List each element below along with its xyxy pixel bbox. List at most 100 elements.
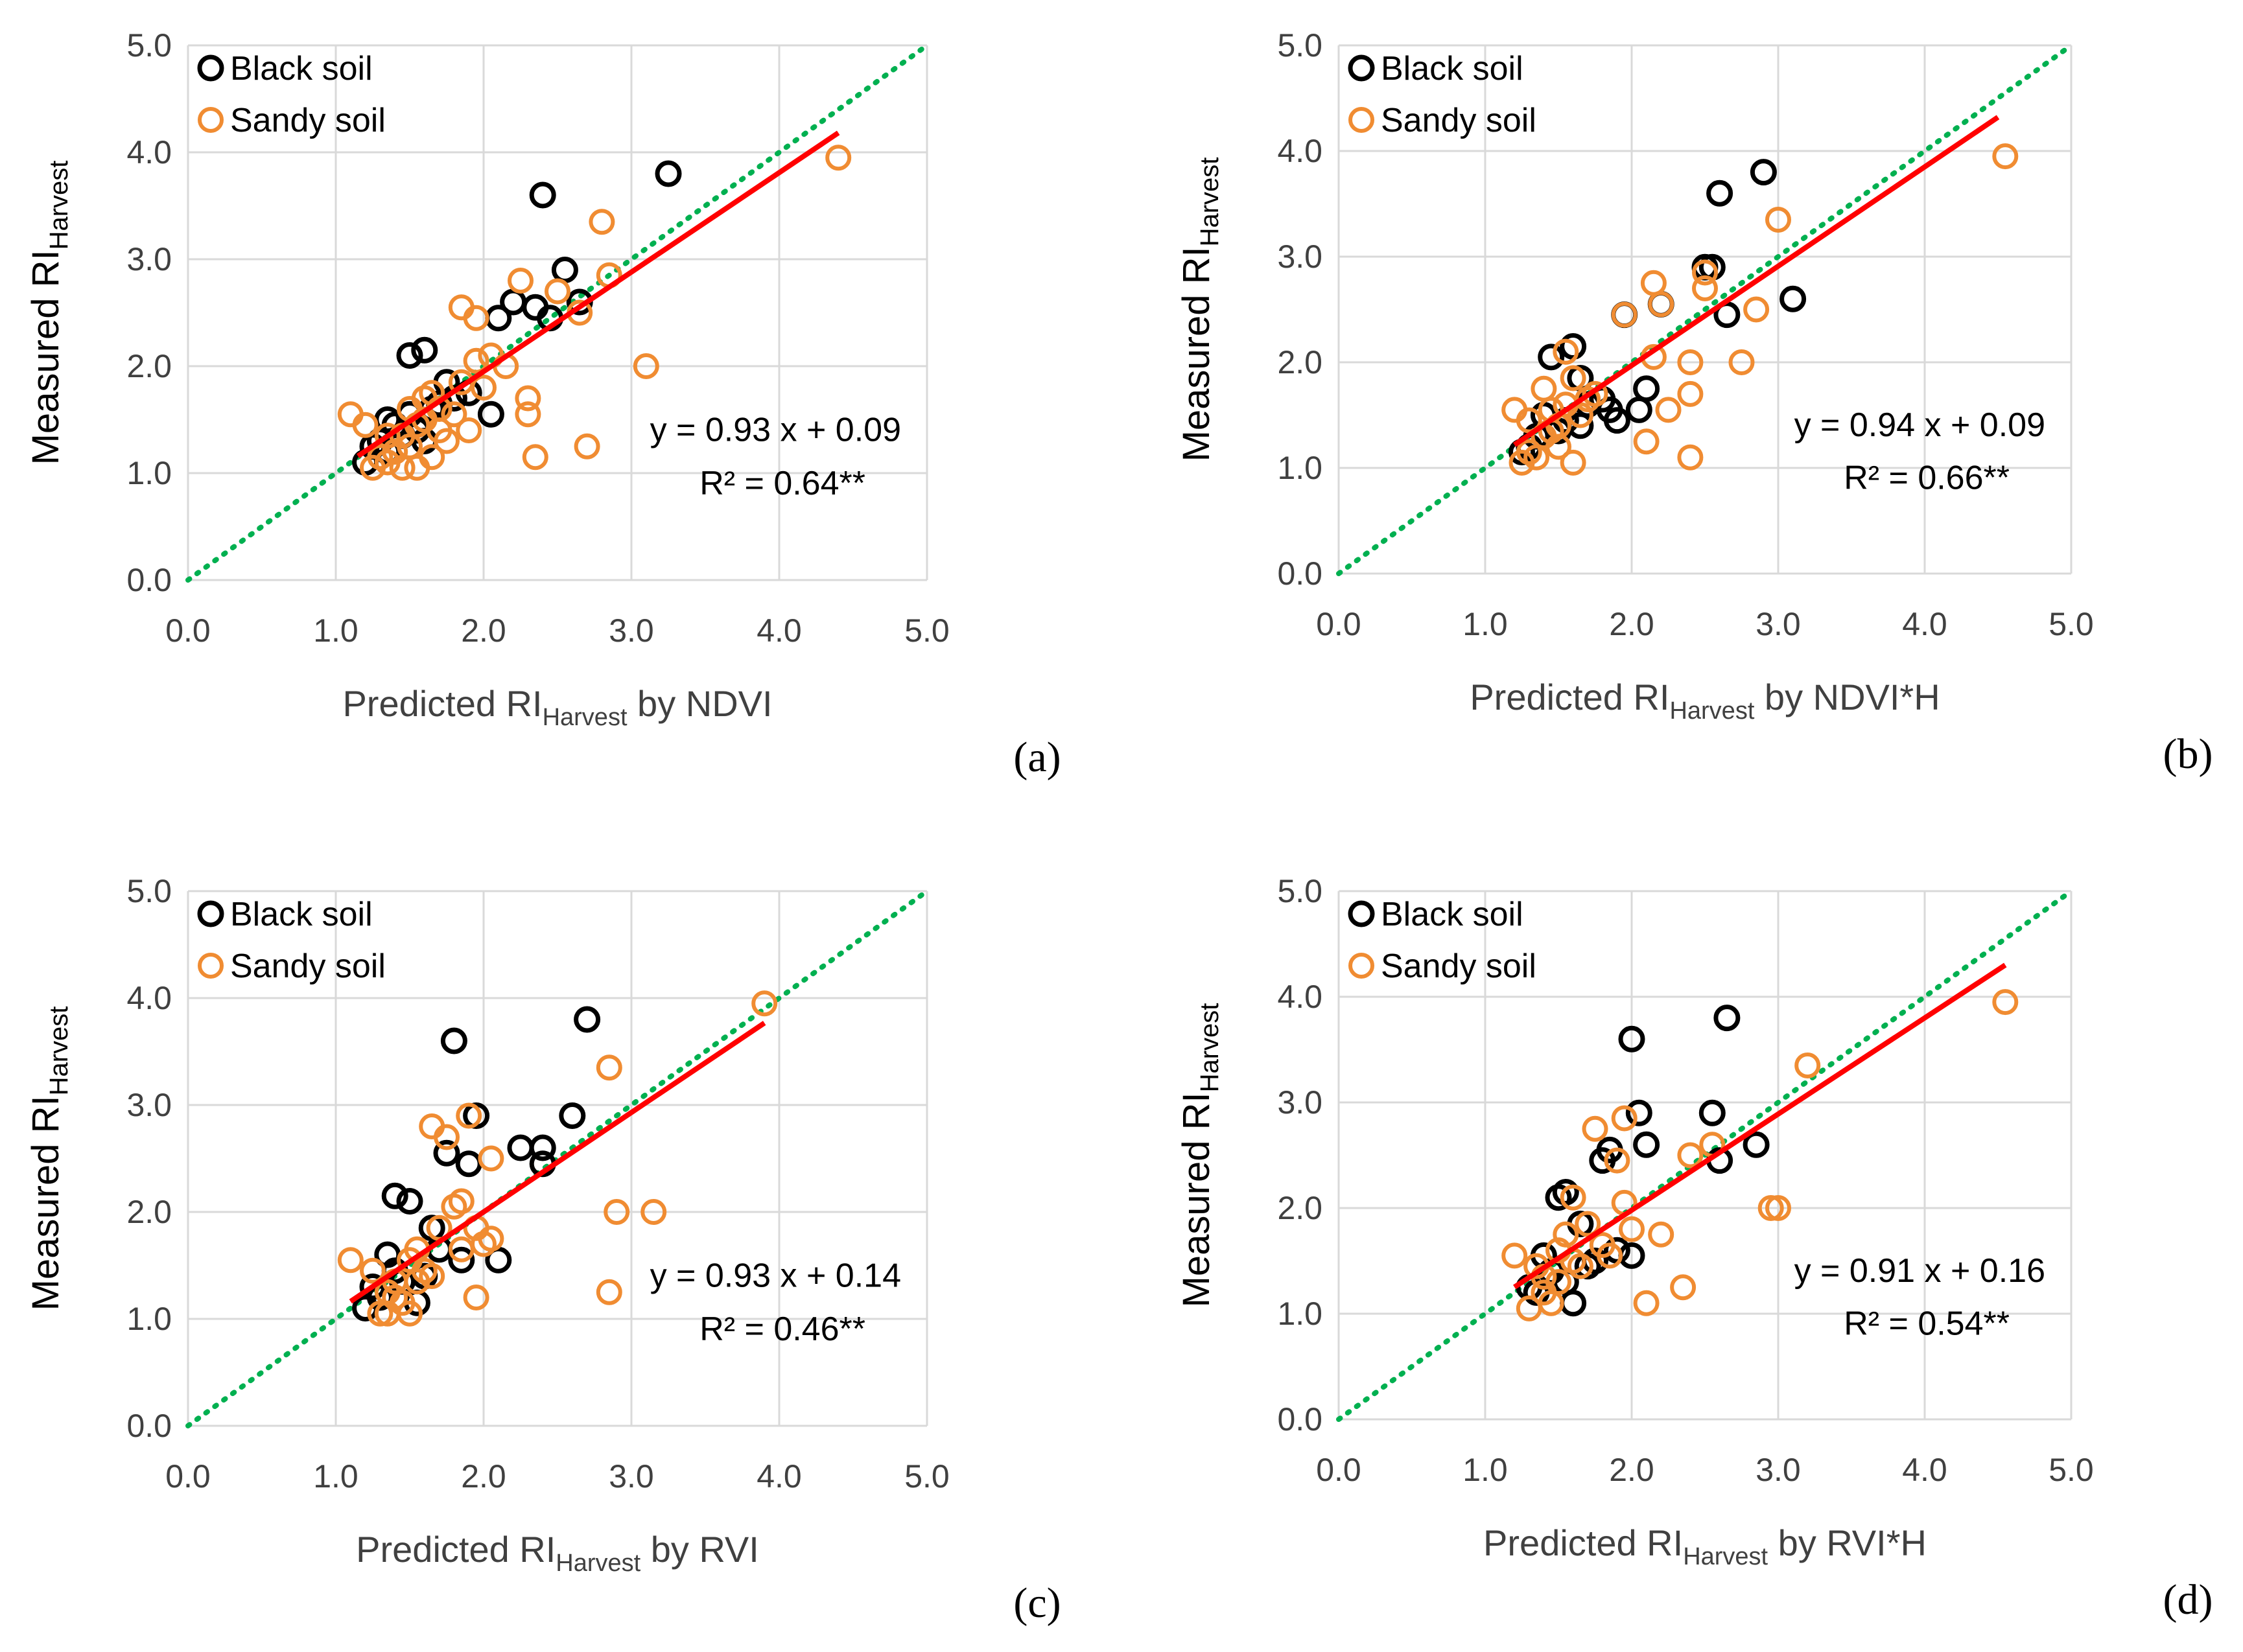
y-tick-label: 3.0 <box>126 1087 172 1123</box>
y-tick-label: 5.0 <box>1277 873 1322 909</box>
sandy-soil-point <box>825 145 852 171</box>
black-soil-point <box>1603 407 1630 434</box>
sandy-soil-point <box>1648 1221 1674 1248</box>
x-tick-label: 4.0 <box>757 612 802 649</box>
regression-line <box>349 1021 766 1304</box>
legend-sandy-soil-marker <box>1348 953 1374 979</box>
black-soil-point <box>1560 1290 1587 1317</box>
sandy-soil-point <box>456 417 482 443</box>
sandy-soil-point <box>640 1199 667 1225</box>
sandy-soil-point <box>397 1300 423 1327</box>
x-tick-label: 2.0 <box>1609 606 1654 642</box>
sandy-soil-point <box>508 268 534 294</box>
sandy-soil-point <box>1553 1221 1579 1248</box>
sandy-soil-point <box>596 1279 622 1305</box>
sandy-soil-point <box>515 385 541 412</box>
y-tick-label: 3.0 <box>1277 238 1322 275</box>
sandy-soil-point <box>1692 275 1718 301</box>
black-soil-point <box>396 1188 423 1215</box>
legend-black-soil-marker <box>197 900 224 927</box>
sandy-soil-point <box>1516 407 1542 434</box>
y-tick-label: 0.0 <box>126 562 172 598</box>
sandy-soil-point <box>1560 449 1586 476</box>
sandy-soil-point <box>1611 301 1638 328</box>
sandy-soil-point <box>1553 338 1579 365</box>
x-tick-label: 5.0 <box>2049 1452 2094 1488</box>
x-tick-label: 3.0 <box>609 612 654 649</box>
sandy-soil-point <box>471 375 497 401</box>
sandy-soil-point <box>515 401 541 428</box>
sandy-soil-point <box>1575 386 1601 413</box>
legend-sandy-soil-marker <box>198 107 224 133</box>
sandy-soil-point <box>1560 1184 1586 1211</box>
sandy-soil-point <box>1516 439 1542 465</box>
panel-a: 0.0 1.0 2.0 3.0 4.0 5.0 0.0 1.0 2.0 3.0 4.0 5.0 Blac… <box>25 27 1061 781</box>
x-axis-label: Predicted RIHarvest by RVI*H <box>1483 1522 1927 1570</box>
black-soil-point <box>551 257 578 283</box>
black-soil-point <box>411 336 438 364</box>
sandy-soil-point <box>1765 1195 1791 1221</box>
panel-label-c: (c) <box>1013 1579 1061 1627</box>
panel-label-d: (d) <box>2163 1576 2213 1623</box>
sandy-soil-point <box>1992 143 2019 170</box>
sandy-soil-point <box>352 412 379 438</box>
legend-sandy-soil-marker <box>1348 107 1374 133</box>
sandy-soil-point <box>1582 1115 1608 1142</box>
black-soil-point <box>1574 1253 1601 1280</box>
panel-c: 0.0 1.0 2.0 3.0 4.0 5.0 0.0 1.0 2.0 3.0 4.0 5.0 Blac… <box>25 873 1061 1627</box>
black-soil-point <box>1603 1237 1630 1264</box>
x-tick-label: 3.0 <box>609 1458 654 1495</box>
sandy-soil-point <box>1560 365 1586 391</box>
sandy-soil-point <box>1501 1242 1528 1269</box>
y-tick-label: 2.0 <box>126 1194 172 1230</box>
sandy-soil-point <box>1655 397 1682 423</box>
black-soil-point <box>529 1134 556 1161</box>
r-squared: R² = 0.64** <box>699 465 865 502</box>
legend-sandy-soil-label: Sandy soil <box>230 102 386 139</box>
x-tick-label: 1.0 <box>1462 606 1508 642</box>
x-tick-label: 2.0 <box>461 1458 506 1495</box>
sandy-soil-point <box>589 209 615 235</box>
x-tick-label: 0.0 <box>1316 606 1361 642</box>
identity-line <box>1336 43 2074 576</box>
sandy-soil-point <box>374 423 401 449</box>
black-soil-point <box>433 1139 460 1167</box>
sandy-soil-point <box>463 347 489 374</box>
sandy-soil-point <box>456 1102 482 1129</box>
legend-black-soil-label: Black soil <box>230 50 373 87</box>
black-soil-point <box>1713 1005 1741 1032</box>
x-tick-label: 0.0 <box>165 1458 211 1495</box>
y-tick-label: 4.0 <box>1277 979 1322 1015</box>
sandy-soil-point <box>751 990 778 1017</box>
sandy-soil-point <box>1611 1105 1638 1132</box>
y-tick-label: 5.0 <box>126 27 172 64</box>
r-squared: R² = 0.66** <box>1844 460 2010 497</box>
sandy-soil-point <box>1597 1242 1623 1269</box>
y-tick-label: 5.0 <box>126 873 172 909</box>
sandy-soil-point <box>1670 1274 1697 1301</box>
sandy-soil-point <box>596 1054 622 1081</box>
x-tick-label: 4.0 <box>1902 606 1947 642</box>
black-soil-point <box>559 1102 586 1129</box>
sandy-soil-point <box>1765 206 1791 233</box>
sandy-soil-point <box>360 1257 386 1284</box>
y-tick-label: 4.0 <box>126 980 172 1016</box>
regression-equation: y = 0.94 x + 0.09 <box>1794 406 2045 444</box>
sandy-soil-point <box>1677 444 1704 471</box>
y-tick-label: 3.0 <box>126 241 172 277</box>
black-soil-point <box>1743 1131 1770 1158</box>
sandy-soil-point <box>1604 1147 1630 1174</box>
y-tick-label: 0.0 <box>1277 1401 1322 1437</box>
black-soil-point <box>381 1182 408 1209</box>
legend-sandy-soil-label: Sandy soil <box>1381 948 1536 985</box>
x-tick-label: 0.0 <box>165 612 211 649</box>
x-tick-label: 2.0 <box>461 612 506 649</box>
black-soil-point <box>1618 1025 1645 1053</box>
sandy-soil-point <box>389 454 416 481</box>
panel-b: 0.0 1.0 2.0 3.0 4.0 5.0 0.0 1.0 2.0 3.0 4.0 5.0 Blac… <box>1175 27 2213 778</box>
x-tick-label: 4.0 <box>1902 1452 1947 1488</box>
x-tick-label: 3.0 <box>1756 1452 1801 1488</box>
sandy-soil-point <box>478 1226 504 1252</box>
y-axis-label: Measured RIHarvest <box>25 161 73 465</box>
sandy-soil-point <box>463 305 489 331</box>
